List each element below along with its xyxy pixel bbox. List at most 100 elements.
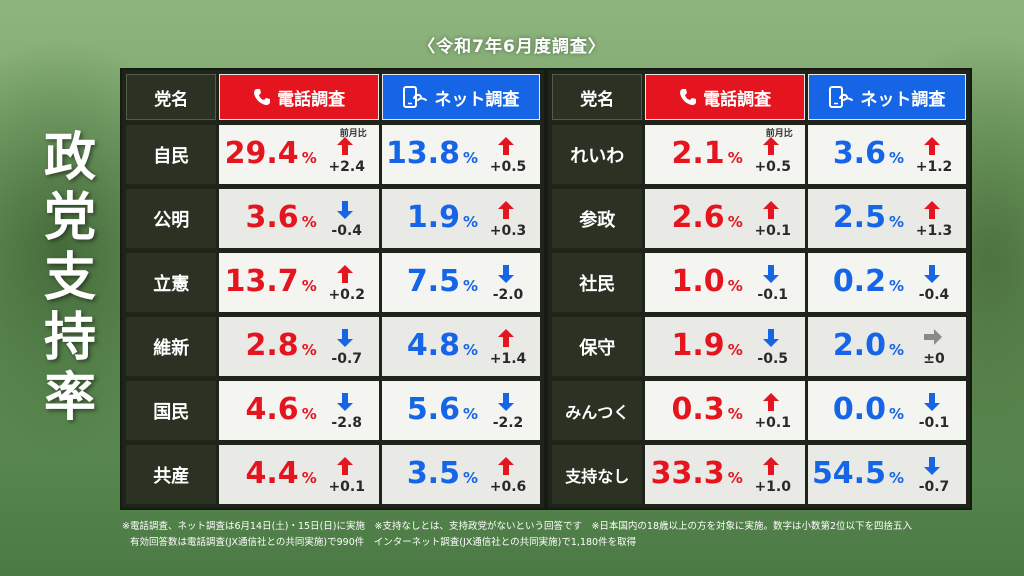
arrow-up-icon <box>336 457 353 475</box>
phone-value: 0.3% <box>672 393 743 431</box>
percent-unit: % <box>462 405 478 423</box>
percent-unit: % <box>462 341 478 359</box>
net-cell: 2.5% +1.3 <box>807 189 966 248</box>
phone-value-number: 4.6 <box>245 392 299 427</box>
net-change: +0.6 <box>489 479 527 495</box>
phone-change: -0.7 <box>331 351 363 367</box>
phone-cell: 前月比 2.1% +0.5 <box>645 125 805 184</box>
phone-change: +2.4 <box>328 159 365 175</box>
party-name: 参政 <box>552 189 643 248</box>
table-row: 国民 4.6% -2.8 5.6% -2.2 <box>126 381 540 440</box>
table-row: みんつく 0.3% +0.1 0.0% -0.1 <box>552 381 966 440</box>
net-change: +1.3 <box>915 223 953 239</box>
phone-value: 33.3% <box>651 457 743 495</box>
net-value-number: 4.8 <box>406 328 460 363</box>
prev-month-label: 前月比 <box>765 129 793 139</box>
arrow-down-icon <box>498 265 514 283</box>
net-value: 2.0% <box>833 329 904 367</box>
net-change: +1.4 <box>489 351 527 367</box>
title-char: 持 <box>43 308 96 368</box>
net-value-number: 0.0 <box>832 392 886 427</box>
phone-value: 1.9% <box>672 329 743 367</box>
percent-unit: % <box>462 149 478 167</box>
arrow-up-icon <box>762 201 779 219</box>
prev-month-label: 前月比 <box>339 129 367 139</box>
net-cell: 54.5% -0.7 <box>807 445 966 504</box>
arrow-down-icon <box>924 265 940 283</box>
party-name: 立憲 <box>126 253 217 312</box>
percent-unit: % <box>301 341 317 359</box>
phone-change: +0.5 <box>754 159 791 175</box>
phone-cell: 4.6% -2.8 <box>219 381 379 440</box>
arrow-down-icon <box>924 393 940 411</box>
phone-value: 4.6% <box>246 393 317 431</box>
percent-unit: % <box>301 469 317 487</box>
phone-cell: 4.4% +0.1 <box>219 445 379 504</box>
arrow-up-icon <box>924 201 940 219</box>
phone-cell: 2.8% -0.7 <box>219 317 379 376</box>
net-value: 5.6% <box>407 393 478 431</box>
net-value-number: 3.5 <box>406 456 460 491</box>
phone-value: 2.1% <box>672 137 743 175</box>
header-net-label: ネット調査 <box>860 89 946 110</box>
net-cell: 0.2% -0.4 <box>807 253 966 312</box>
percent-unit: % <box>727 149 743 167</box>
phone-value-number: 0.3 <box>671 392 725 427</box>
arrow-down-icon <box>336 329 353 347</box>
footnote-line-2: 有効回答数は電話調査(JX通信社との共同実施)で990件 インターネット調査(J… <box>130 537 637 548</box>
phone-value-number: 4.4 <box>245 456 299 491</box>
party-name: 保守 <box>552 317 643 376</box>
percent-unit: % <box>727 469 743 487</box>
net-change: +0.5 <box>489 159 527 175</box>
phone-cell: 33.3% +1.0 <box>645 445 805 504</box>
arrow-up-icon <box>336 265 353 283</box>
net-value-number: 13.8 <box>385 136 460 171</box>
percent-unit: % <box>888 213 904 231</box>
percent-unit: % <box>462 277 478 295</box>
arrow-up-icon <box>498 457 514 475</box>
percent-unit: % <box>301 149 317 167</box>
table-row: 参政 2.6% +0.1 2.5% +1.3 <box>552 189 966 248</box>
net-cell: 2.0% ±0 <box>807 317 966 376</box>
net-cell: 0.0% -0.1 <box>807 381 966 440</box>
net-value: 0.0% <box>833 393 904 431</box>
phone-cell: 3.6% -0.4 <box>219 189 379 248</box>
phone-value-number: 33.3 <box>650 456 725 491</box>
net-value: 3.5% <box>407 457 478 495</box>
phone-change: -0.5 <box>757 351 789 367</box>
percent-unit: % <box>462 469 478 487</box>
header-phone-label: 電話調査 <box>277 89 346 110</box>
percent-unit: % <box>462 213 478 231</box>
support-table-right: 党名 電話調査 ネット調査 れいわ 前月比 2.1% +0.5 3.6% +1.2 参政 2.6% +… <box>546 68 972 510</box>
phone-value: 3.6% <box>246 201 317 239</box>
support-table-left: 党名 電話調査 ネット調査 自民 前月比 29.4% +2.4 13.8% +0.5 公明 3.6%… <box>120 68 546 510</box>
main-title: 政 党 支 持 率 <box>30 128 110 428</box>
table-row: れいわ 前月比 2.1% +0.5 3.6% +1.2 <box>552 125 966 184</box>
phone-cell: 1.9% -0.5 <box>645 317 805 376</box>
net-change: -0.4 <box>918 287 950 303</box>
arrow-up-icon <box>762 393 779 411</box>
net-value-number: 0.2 <box>832 264 886 299</box>
percent-unit: % <box>727 341 743 359</box>
smartphone-icon <box>828 86 854 108</box>
header-net-label: ネット調査 <box>434 89 520 110</box>
net-cell: 4.8% +1.4 <box>381 317 540 376</box>
net-value-number: 7.5 <box>406 264 460 299</box>
phone-value: 13.7% <box>225 265 317 303</box>
footnote-line-1: ※電話調査、ネット調査は6月14日(土)・15日(日)に実施 ※支持なしとは、支… <box>122 521 913 532</box>
phone-icon <box>253 88 271 106</box>
arrow-up-icon <box>498 329 514 347</box>
phone-change: +0.1 <box>328 479 365 495</box>
party-name: 公明 <box>126 189 217 248</box>
phone-change: +0.2 <box>328 287 365 303</box>
net-change: -2.2 <box>492 415 524 431</box>
arrow-up-icon <box>924 137 940 155</box>
percent-unit: % <box>301 213 317 231</box>
percent-unit: % <box>888 469 904 487</box>
phone-value-number: 2.6 <box>671 200 725 235</box>
header-phone: 電話調査 <box>645 74 805 120</box>
header-net: ネット調査 <box>807 74 966 120</box>
table-row: 支持なし 33.3% +1.0 54.5% -0.7 <box>552 445 966 504</box>
phone-cell: 13.7% +0.2 <box>219 253 379 312</box>
net-cell: 1.9% +0.3 <box>381 189 540 248</box>
